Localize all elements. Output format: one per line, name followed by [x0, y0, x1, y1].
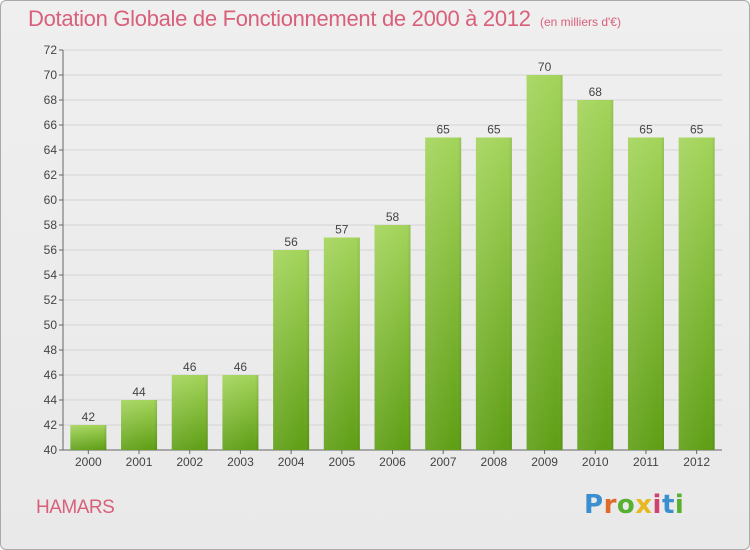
y-tick-label: 62 — [44, 168, 58, 182]
logo-letter: r — [603, 490, 617, 520]
y-tick-label: 42 — [44, 418, 58, 432]
y-tick-label: 46 — [44, 368, 58, 382]
data-label: 42 — [82, 410, 96, 424]
y-tick-label: 68 — [44, 93, 58, 107]
y-tick-label: 66 — [44, 118, 58, 132]
bar-shade — [323, 237, 360, 450]
y-tick-label: 58 — [44, 218, 58, 232]
bar-shade — [425, 137, 462, 450]
data-label: 58 — [386, 210, 400, 224]
y-tick-label: 54 — [44, 268, 58, 282]
x-tick-label: 2006 — [379, 455, 406, 469]
bar-shade — [526, 75, 563, 450]
data-label: 65 — [437, 123, 451, 137]
y-tick-label: 70 — [44, 68, 58, 82]
data-label: 65 — [487, 123, 501, 137]
data-label: 70 — [538, 60, 552, 74]
bar-shade — [273, 250, 310, 450]
data-label: 57 — [335, 223, 349, 237]
logo-letter: t — [661, 490, 675, 520]
bar-shade — [121, 400, 158, 450]
y-tick-label: 64 — [44, 143, 58, 157]
data-label: 65 — [639, 123, 653, 137]
chart-title: Dotation Globale de Fonctionnement de 20… — [28, 6, 531, 31]
logo-letter: o — [616, 490, 636, 520]
x-tick-label: 2003 — [227, 455, 254, 469]
proxiti-logo: Proxiti — [584, 490, 684, 520]
data-label: 65 — [690, 123, 704, 137]
bar-shade — [70, 425, 107, 450]
bars — [70, 75, 715, 450]
data-label: 56 — [284, 235, 298, 249]
logo-letter: i — [674, 490, 685, 520]
x-tick-label: 2008 — [481, 455, 508, 469]
x-tick-label: 2004 — [278, 455, 305, 469]
data-label: 44 — [132, 385, 146, 399]
bar-shade — [577, 100, 614, 450]
x-tick-label: 2005 — [328, 455, 355, 469]
logo-letter: i — [652, 490, 662, 520]
bar-shade — [374, 225, 411, 450]
commune-name: HAMARS — [36, 497, 115, 518]
labels: 40 42 44 46 48 50 52 54 56 58 60 62 64 66 68 70 72 42 2000… — [44, 43, 711, 469]
data-label: 46 — [183, 360, 197, 374]
x-tick-label: 2009 — [531, 455, 558, 469]
x-tick-label: 2012 — [683, 455, 710, 469]
y-tick-label: 56 — [44, 243, 58, 257]
x-tick-label: 2001 — [126, 455, 153, 469]
y-tick-label: 50 — [44, 318, 58, 332]
y-tick-label: 40 — [44, 443, 58, 457]
logo-letter: P — [584, 490, 604, 520]
chart-subtitle: (en milliers d'€) — [540, 15, 621, 29]
logo-letter: x — [635, 490, 653, 520]
bar-shade — [171, 375, 208, 450]
y-tick-label: 52 — [44, 293, 58, 307]
bar-shade — [222, 375, 259, 450]
y-tick-label: 44 — [44, 393, 58, 407]
y-tick-label: 48 — [44, 343, 58, 357]
bar-shade — [627, 137, 664, 450]
y-tick-label: 60 — [44, 193, 58, 207]
data-label: 68 — [589, 85, 603, 99]
y-tick-label: 72 — [44, 43, 58, 57]
x-tick-label: 2010 — [582, 455, 609, 469]
bar-shade — [678, 137, 715, 450]
data-label: 46 — [234, 360, 248, 374]
x-tick-label: 2011 — [633, 455, 659, 469]
x-tick-label: 2002 — [176, 455, 203, 469]
x-tick-label: 2000 — [75, 455, 102, 469]
x-tick-label: 2007 — [430, 455, 457, 469]
bar-shade — [475, 137, 512, 450]
